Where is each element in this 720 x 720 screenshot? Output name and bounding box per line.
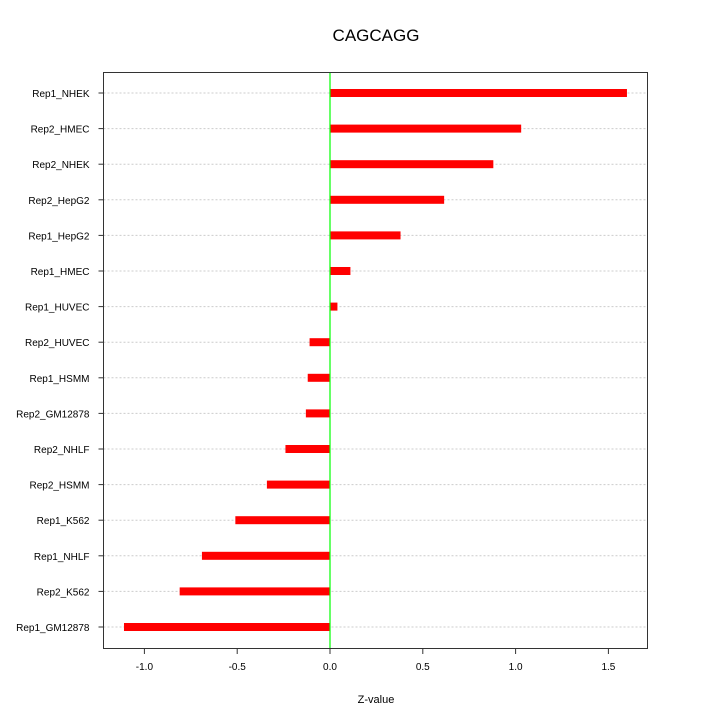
bar-Rep1_K562 <box>235 516 330 525</box>
y-tick-label: Rep1_GM12878 <box>16 623 90 634</box>
bar-Rep2_K562 <box>179 587 330 596</box>
x-axis: -1.0 -0.5 0.0 0.5 1.0 1.5 <box>136 648 616 673</box>
chart-title: CAGCAGG <box>333 26 420 45</box>
y-tick-label: Rep2_HMEC <box>31 125 90 136</box>
y-tick-label: Rep1_HSMM <box>29 374 89 385</box>
bar-Rep1_HSMM <box>307 373 330 382</box>
x-tick-label: 1.5 <box>601 662 615 673</box>
x-tick-label: -0.5 <box>229 662 247 673</box>
bar-Rep2_GM12878 <box>305 409 330 418</box>
x-tick-label: 0.5 <box>416 662 430 673</box>
y-tick-label: Rep2_NHEK <box>32 160 90 171</box>
gridlines <box>103 92 648 628</box>
y-axis: Rep1_NHEK Rep2_HMEC Rep2_NHEK Rep2_HepG2 Rep… <box>16 89 104 634</box>
bar-Rep2_HepG2 <box>330 195 445 204</box>
bar-Rep1_HUVEC <box>330 302 338 311</box>
y-tick-label: Rep2_HSMM <box>29 481 89 492</box>
bar-Rep2_NHLF <box>285 445 330 453</box>
bar-Rep1_HMEC <box>330 267 351 275</box>
y-tick-label: Rep2_HUVEC <box>25 338 89 349</box>
y-tick-label: Rep2_NHLF <box>34 445 90 456</box>
y-tick-label: Rep2_GM12878 <box>16 409 90 420</box>
bar-Rep1_NHEK <box>330 89 627 97</box>
y-tick-label: Rep1_NHEK <box>32 89 90 100</box>
y-tick-label: Rep1_NHLF <box>34 552 90 563</box>
bar-Rep2_HMEC <box>330 124 522 133</box>
bar-Rep1_NHLF <box>201 551 330 560</box>
x-tick-label: -1.0 <box>136 662 154 673</box>
bar-Rep2_HUVEC <box>309 338 330 347</box>
y-tick-label: Rep2_K562 <box>37 587 90 598</box>
y-tick-label: Rep1_HUVEC <box>25 303 89 314</box>
x-tick-label: 1.0 <box>509 662 523 673</box>
y-tick-label: Rep1_HMEC <box>31 267 90 278</box>
y-tick-label: Rep1_HepG2 <box>28 231 90 242</box>
y-tick-label: Rep1_K562 <box>37 516 90 527</box>
y-tick-label: Rep2_HepG2 <box>28 196 90 207</box>
x-tick-label: 0.0 <box>323 662 337 673</box>
plot-frame <box>103 72 648 649</box>
bar-Rep1_GM12878 <box>123 623 330 631</box>
bar-Rep1_HepG2 <box>330 231 401 240</box>
bar-Rep2_HSMM <box>266 480 330 489</box>
x-axis-label: Z-value <box>358 694 395 706</box>
bar-Rep2_NHEK <box>330 160 494 169</box>
bars <box>123 89 627 631</box>
